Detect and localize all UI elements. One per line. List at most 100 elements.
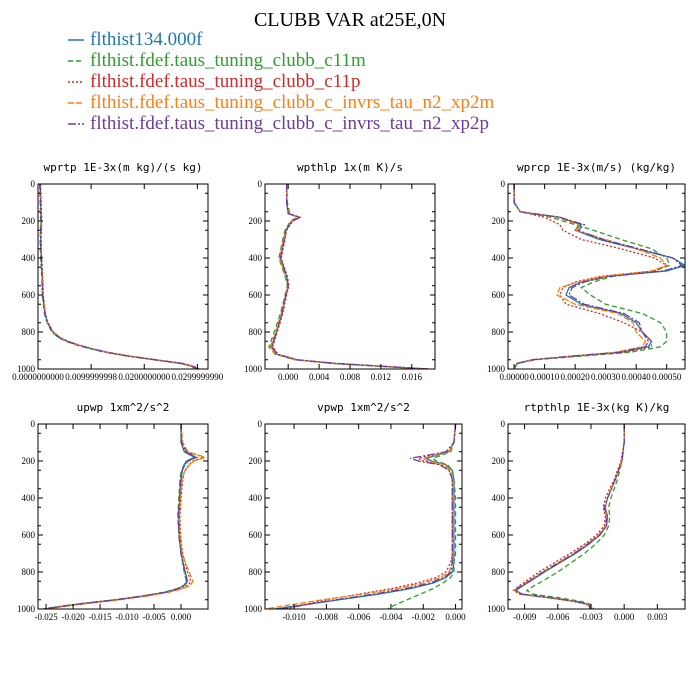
series-group bbox=[513, 184, 685, 369]
y-tick-label: 800 bbox=[492, 567, 506, 577]
y-tick-label: 0 bbox=[258, 419, 263, 429]
legend-label: flthist134.000f bbox=[90, 29, 203, 50]
y-tick-label: 600 bbox=[22, 290, 36, 300]
y-tick-label: 1000 bbox=[487, 364, 506, 374]
axis-frame bbox=[264, 183, 436, 370]
y-tick-label: 0 bbox=[501, 419, 506, 429]
y-tick-label: 400 bbox=[249, 493, 263, 503]
series-line-2 bbox=[513, 184, 671, 369]
series-group bbox=[41, 424, 208, 609]
x-tick-label: 0.0099999998 bbox=[65, 372, 117, 382]
x-tick-label: 0.00040 bbox=[622, 372, 652, 382]
x-tick-label: 0.0200000000 bbox=[118, 372, 170, 382]
y-tick-label: 400 bbox=[492, 493, 506, 503]
panel-1: wprtp 1E-3x(m kg)/(s kg) 0 200 400 600 800 100… bbox=[12, 161, 224, 382]
series-line-5 bbox=[39, 184, 199, 369]
series-line-2 bbox=[268, 184, 426, 369]
series-line-5 bbox=[271, 184, 429, 369]
axis-frame bbox=[264, 423, 463, 610]
panel-title: wpthlp 1x(m K)/s bbox=[297, 161, 403, 174]
x-tick-label: 0.000 bbox=[614, 612, 635, 622]
figure-title: CLUBB VAR at25E,0N bbox=[254, 9, 446, 31]
y-tick-label: 1000 bbox=[17, 604, 36, 614]
y-tick-label: 800 bbox=[492, 327, 506, 337]
x-tick-label: 0.000 bbox=[445, 612, 466, 622]
y-tick-label: 800 bbox=[249, 327, 263, 337]
y-tick-label: 0 bbox=[31, 179, 36, 189]
x-tick-label: -0.020 bbox=[61, 612, 85, 622]
legend-entry: flthist.fdef.taus_tuning_clubb_c11p bbox=[68, 71, 361, 92]
x-tick-label: 0.00010 bbox=[530, 372, 560, 382]
series-line-3 bbox=[40, 184, 200, 369]
series-line-1 bbox=[274, 424, 457, 609]
y-tick-label: 200 bbox=[492, 216, 506, 226]
series-line-1 bbox=[39, 184, 198, 369]
axis-frame bbox=[37, 423, 209, 610]
panel-5: vpwp 1xm^2/s^2 0 200 400 600 800 1000 -0.010 -0.… bbox=[244, 401, 466, 622]
x-tick-label: -0.010 bbox=[282, 612, 306, 622]
y-tick-label: 0 bbox=[258, 179, 263, 189]
y-tick-label: 400 bbox=[22, 253, 36, 263]
x-tick-label: 0.00020 bbox=[561, 372, 591, 382]
series-line-5 bbox=[281, 424, 457, 609]
legend-entry: flthist.fdef.taus_tuning_clubb_c11m bbox=[68, 50, 366, 71]
series-line-5 bbox=[513, 184, 684, 369]
y-tick-label: 400 bbox=[22, 493, 36, 503]
series-line-4 bbox=[44, 424, 208, 609]
y-tick-label: 200 bbox=[249, 216, 263, 226]
y-tick-label: 800 bbox=[22, 567, 36, 577]
series-line-3 bbox=[272, 184, 429, 369]
x-tick-label: -0.004 bbox=[379, 612, 403, 622]
x-tick-label: -0.002 bbox=[412, 612, 435, 622]
y-tick-label: 1000 bbox=[17, 364, 36, 374]
legend-label: flthist.fdef.taus_tuning_clubb_c11m bbox=[90, 50, 366, 71]
series-line-3 bbox=[47, 424, 206, 609]
panels: wprtp 1E-3x(m kg)/(s kg) 0 200 400 600 800 100… bbox=[12, 161, 686, 622]
y-tick-label: 800 bbox=[249, 567, 263, 577]
y-tick-label: 600 bbox=[249, 530, 263, 540]
legend-label: flthist.fdef.taus_tuning_clubb_c_invrs_t… bbox=[90, 92, 494, 113]
series-line-4 bbox=[265, 424, 457, 609]
x-tick-label: -0.010 bbox=[115, 612, 139, 622]
x-tick-label: 0.0000000000 bbox=[12, 372, 64, 382]
series-line-2 bbox=[525, 424, 625, 609]
legend-label: flthist.fdef.taus_tuning_clubb_c11p bbox=[90, 71, 361, 92]
x-tick-label: -0.003 bbox=[579, 612, 603, 622]
series-group bbox=[268, 184, 429, 369]
y-tick-label: 400 bbox=[492, 253, 506, 263]
y-tick-label: 600 bbox=[22, 530, 36, 540]
y-tick-label: 800 bbox=[22, 327, 36, 337]
panel-title: upwp 1xm^2/s^2 bbox=[77, 401, 170, 414]
x-tick-label: -0.015 bbox=[88, 612, 112, 622]
legend-label: flthist.fdef.taus_tuning_clubb_c_invrs_t… bbox=[90, 113, 489, 134]
panel-title: vpwp 1xm^2/s^2 bbox=[317, 401, 410, 414]
series-line-2 bbox=[387, 424, 457, 609]
y-tick-label: 600 bbox=[249, 290, 263, 300]
x-tick-label: -0.005 bbox=[142, 612, 166, 622]
y-tick-label: 600 bbox=[492, 530, 506, 540]
axis-frame bbox=[37, 183, 209, 370]
x-tick-label: 0.00050 bbox=[652, 372, 682, 382]
series-line-3 bbox=[513, 184, 669, 369]
x-tick-label: 0.012 bbox=[371, 372, 391, 382]
series-line-2 bbox=[38, 184, 197, 369]
series-line-2 bbox=[43, 424, 199, 609]
panel-title: rtpthlp 1E-3x(kg K)/kg bbox=[524, 401, 670, 414]
y-tick-label: 1000 bbox=[244, 604, 263, 614]
x-tick-label: -0.006 bbox=[546, 612, 570, 622]
panel-3: wprcp 1E-3x(m/s) (kg/kg) 0 200 400 600 800 100… bbox=[487, 161, 686, 382]
panel-2: wpthlp 1x(m K)/s 0 200 400 600 800 1000 0.000 0.… bbox=[244, 161, 436, 382]
x-tick-label: -0.006 bbox=[347, 612, 371, 622]
series-line-5 bbox=[41, 424, 198, 609]
x-tick-label: 0.00030 bbox=[591, 372, 621, 382]
x-tick-label: 0.004 bbox=[309, 372, 330, 382]
x-tick-label: -0.025 bbox=[34, 612, 58, 622]
axis-frame bbox=[507, 423, 686, 610]
y-tick-label: 0 bbox=[501, 179, 506, 189]
y-tick-label: 600 bbox=[492, 290, 506, 300]
legend-entry: flthist134.000f bbox=[68, 29, 203, 50]
x-tick-label: 0.000 bbox=[278, 372, 299, 382]
y-tick-label: 1000 bbox=[244, 364, 263, 374]
